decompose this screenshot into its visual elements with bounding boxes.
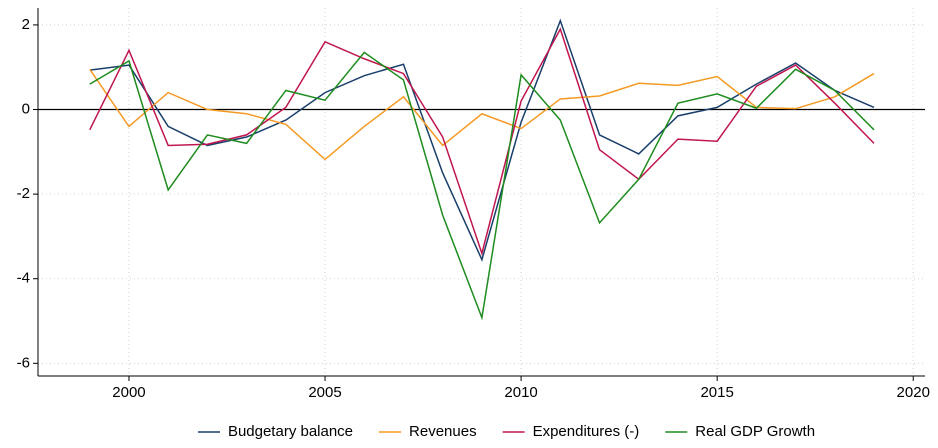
legend-label: Expenditures (-) [533, 423, 640, 440]
series-line [89, 51, 875, 321]
x-tick-label: 2010 [504, 384, 537, 401]
x-tick-label: 2015 [700, 384, 733, 401]
y-tick-label: 2 [22, 16, 30, 33]
y-tick-label: -6 [17, 354, 30, 371]
y-tick-label: 0 [22, 100, 30, 117]
legend-label: Revenues [409, 423, 477, 440]
x-tick-label: 2005 [308, 384, 341, 401]
series-line [89, 18, 875, 262]
y-tick-label: -2 [17, 185, 30, 202]
legend-label: Budgetary balance [228, 423, 353, 440]
series-line [89, 68, 875, 161]
legend-label: Real GDP Growth [695, 423, 815, 440]
y-tick-label: -4 [17, 270, 30, 287]
x-tick-label: 2000 [112, 384, 145, 401]
x-tick-label: 2020 [897, 384, 930, 401]
series-line [89, 27, 875, 256]
